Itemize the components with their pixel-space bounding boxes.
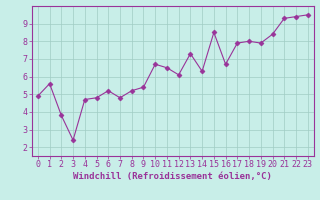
X-axis label: Windchill (Refroidissement éolien,°C): Windchill (Refroidissement éolien,°C) <box>73 172 272 181</box>
